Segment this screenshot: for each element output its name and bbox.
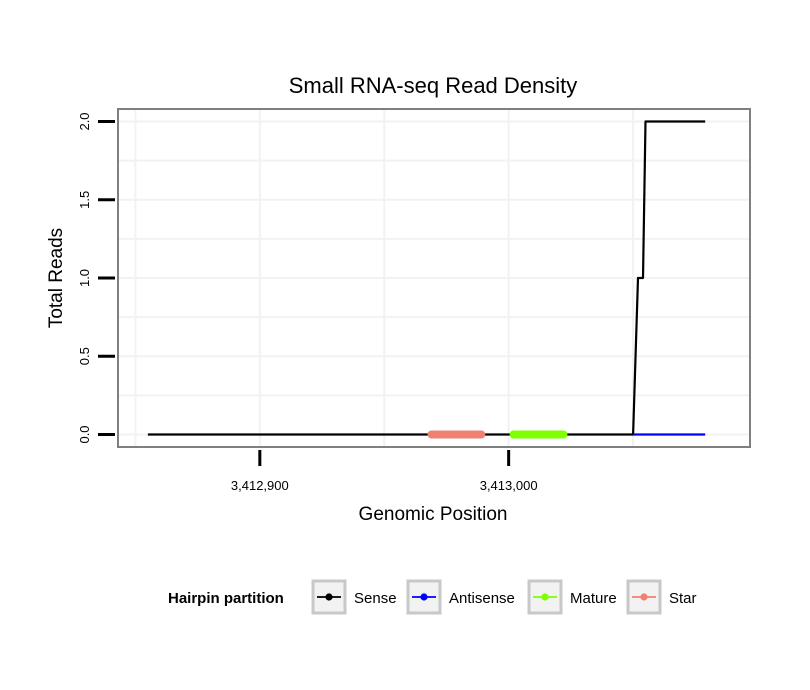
legend: Hairpin partition Sense Antisense Mature St… xyxy=(168,579,697,615)
y-tick-label: 1.0 xyxy=(77,269,92,287)
legend-label: Star xyxy=(669,590,697,607)
plot-border xyxy=(117,108,751,448)
x-axis-title: Genomic Position xyxy=(359,504,508,525)
y-axis: 0.0 0.5 1.0 1.5 2.0 xyxy=(77,112,115,444)
legend-key-point xyxy=(640,593,648,601)
legend-title: Hairpin partition xyxy=(168,590,284,607)
x-tick-label: 3,412,900 xyxy=(231,478,289,493)
legend-item-sense: Sense xyxy=(311,579,397,615)
legend-label: Antisense xyxy=(449,590,515,607)
y-tick-label: 2.0 xyxy=(77,112,92,130)
legend-label: Mature xyxy=(570,590,617,607)
y-tick-label: 0.5 xyxy=(77,347,92,365)
legend-key-box xyxy=(527,579,563,615)
chart-title: Small RNA-seq Read Density xyxy=(289,73,578,98)
legend-key-point xyxy=(541,593,549,601)
legend-item-antisense: Antisense xyxy=(406,579,515,615)
legend-item-mature: Mature xyxy=(527,579,617,615)
plot-panel xyxy=(117,108,751,448)
legend-key-point xyxy=(325,593,333,601)
legend-label: Sense xyxy=(354,590,397,607)
x-axis: 3,412,900 3,413,000 xyxy=(231,450,538,493)
legend-item-star: Star xyxy=(626,579,697,615)
y-tick-label: 0.0 xyxy=(77,425,92,443)
y-tick-label: 1.5 xyxy=(77,191,92,209)
series-layer xyxy=(147,120,706,439)
y-axis-title: Total Reads xyxy=(46,228,67,328)
legend-key-point xyxy=(420,593,428,601)
grid-lines xyxy=(118,109,750,447)
x-tick-label: 3,413,000 xyxy=(480,478,538,493)
